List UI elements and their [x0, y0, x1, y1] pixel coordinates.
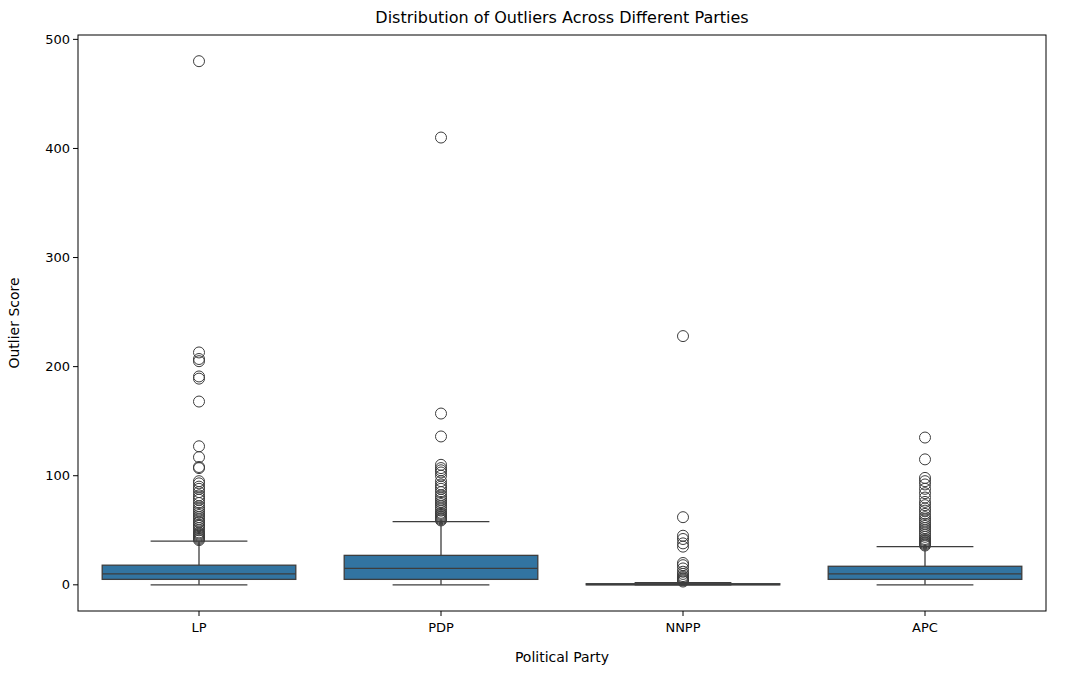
whisker-low [440, 579, 441, 584]
cap-low [151, 584, 248, 585]
outlier [920, 454, 931, 465]
x-tick-label: LP [191, 620, 206, 635]
cap-low [877, 584, 974, 585]
outlier [436, 459, 447, 470]
outlier [194, 396, 205, 407]
x-axis-label: Political Party [515, 649, 609, 665]
y-tick-label: 200 [45, 359, 70, 374]
outlier [194, 347, 205, 358]
x-tick [441, 611, 442, 616]
y-tick-label: 300 [45, 250, 70, 265]
whisker-high [440, 522, 441, 556]
whisker-low [924, 579, 925, 584]
x-tick-label: NNPP [665, 620, 700, 635]
box [828, 566, 1022, 579]
plot-frame [78, 35, 1046, 611]
box [344, 555, 538, 579]
title: Distribution of Outliers Across Differen… [375, 8, 748, 27]
outlier [678, 512, 689, 523]
median [828, 573, 1022, 574]
outlier [436, 132, 447, 143]
y-tick [73, 475, 78, 476]
outlier [436, 431, 447, 442]
x-tick [199, 611, 200, 616]
outlier [920, 432, 931, 443]
y-tick [73, 257, 78, 258]
outlier [678, 530, 689, 541]
outlier [678, 331, 689, 342]
x-tick-label: APC [912, 620, 938, 635]
cap-low [393, 584, 490, 585]
outlier [194, 354, 205, 365]
y-tick-label: 500 [45, 32, 70, 47]
outlier [194, 463, 205, 474]
y-tick-label: 100 [45, 468, 70, 483]
whisker-low [198, 579, 199, 584]
x-tick-label: PDP [428, 620, 454, 635]
outlier [194, 478, 205, 489]
median [344, 568, 538, 569]
plot-marks [102, 56, 1022, 587]
outlier [678, 558, 689, 569]
outlier [194, 56, 205, 67]
x-tick [925, 611, 926, 616]
outlier [436, 408, 447, 419]
outlier [194, 371, 205, 382]
y-tick-label: 400 [45, 141, 70, 156]
outlier [194, 356, 205, 367]
y-tick [73, 39, 78, 40]
y-tick [73, 148, 78, 149]
outlier [194, 452, 205, 463]
outlier [194, 441, 205, 452]
outlier [678, 560, 689, 571]
y-tick [73, 584, 78, 585]
y-axis-label: Outlier Score [6, 277, 22, 368]
box [102, 565, 296, 579]
median [102, 573, 296, 574]
x-tick [683, 611, 684, 616]
outlier [194, 373, 205, 384]
y-tick [73, 366, 78, 367]
y-tick-label: 0 [62, 577, 70, 592]
outlier [194, 476, 205, 487]
chart: Distribution of Outliers Across Differen… [0, 0, 1067, 681]
outlier [920, 472, 931, 483]
